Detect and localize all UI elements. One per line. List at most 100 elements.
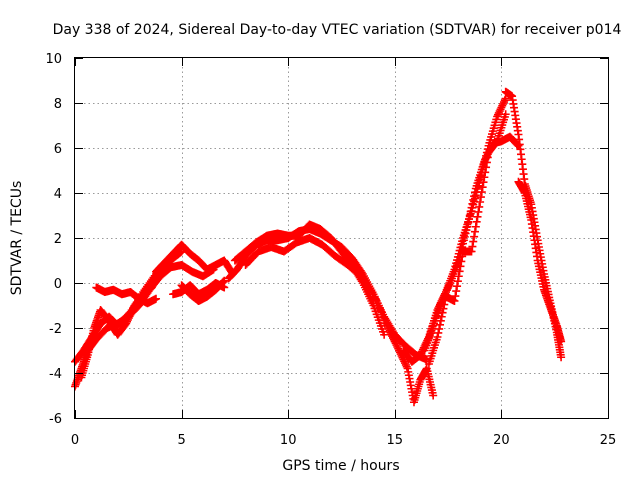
series-satellite-track-16 [514,177,566,346]
data-point [557,353,566,362]
data-point [436,316,445,325]
data-point [123,315,132,324]
data-point [499,98,508,107]
axis-ticks [75,58,609,419]
x-tick-label: 10 [280,433,297,448]
data-point [437,312,446,321]
data-point [128,306,137,315]
y-tick-label: 6 [54,142,62,157]
data-point [468,242,477,251]
data-point [400,357,409,366]
data-point [557,337,566,346]
data-point [389,333,398,342]
data-point [435,324,444,333]
data-point [480,173,489,182]
data-point [218,278,227,287]
x-axis-label: GPS time / hours [282,458,399,474]
data-point [471,222,480,231]
data-point [500,96,509,105]
data-point [382,319,391,328]
data-point [445,280,454,289]
data-point [147,283,156,292]
data-point [122,319,131,328]
data-point [383,323,392,332]
data-point [494,108,503,117]
y-tick-label: -4 [49,367,62,382]
data-point [470,192,479,201]
data-point [483,153,492,162]
y-tick-label: -2 [49,322,62,337]
series-satellite-track-13 [420,132,523,355]
y-tick-label: 4 [54,187,62,202]
grid [75,58,608,418]
data-point [472,217,481,226]
data-point [439,304,448,313]
data-point [387,330,396,339]
data-point [470,188,479,197]
data-point [220,276,229,285]
data-point [499,99,508,108]
data-point [389,335,398,344]
data-point [464,215,473,224]
data-point [443,284,452,293]
data-point [434,328,443,337]
data-point [124,314,133,323]
y-tick-label: 2 [54,232,62,247]
data-point [497,103,506,112]
data-point [467,203,476,212]
data-point [442,286,451,295]
data-point [391,339,400,348]
data-point [438,308,447,317]
x-tick-labels: 0 5 10 15 20 25 [71,433,616,448]
data-point [127,308,136,317]
data-point [450,297,459,305]
data-point [469,195,478,204]
series-satellite-track-4 [92,283,161,308]
data-point [476,193,485,202]
data-point [444,282,453,291]
series-satellite-track-2 [71,247,186,366]
data-point [126,310,135,319]
data-point [501,110,510,119]
data-point [481,168,490,177]
data-point [384,324,393,333]
y-tick-label: 8 [54,97,62,112]
data-point [394,344,403,353]
data-point [477,188,486,197]
data-point [123,317,132,326]
data-point [401,360,410,369]
data-point [457,257,466,266]
y-axis-label: SDTVAR / TECUs [9,181,25,296]
data-point [452,287,461,296]
data-point [496,105,505,114]
data-point [470,227,479,236]
data-point [456,262,465,271]
data-point [451,292,460,301]
data-point [468,199,477,208]
data-point [152,294,161,303]
data-point [399,355,408,364]
series-satellite-track-9 [230,220,389,339]
data-point [474,207,483,216]
data-point [478,183,487,192]
data-point [453,282,462,291]
series-satellite-track-11 [386,328,438,407]
x-tick-label: 15 [387,433,404,448]
data-point [492,138,501,147]
data-point [125,312,134,321]
series-satellite-track-5 [152,240,237,278]
data-point [219,277,228,286]
data-points [71,87,566,407]
data-point [401,359,410,368]
data-point [493,112,502,121]
data-point [433,333,442,341]
data-point [469,237,478,246]
data-point [435,320,444,329]
data-point [479,178,488,187]
data-point [476,198,485,206]
data-point [482,163,491,172]
data-point [440,300,449,309]
x-tick-label: 20 [493,433,510,448]
data-point [453,277,462,286]
data-point [390,337,399,346]
